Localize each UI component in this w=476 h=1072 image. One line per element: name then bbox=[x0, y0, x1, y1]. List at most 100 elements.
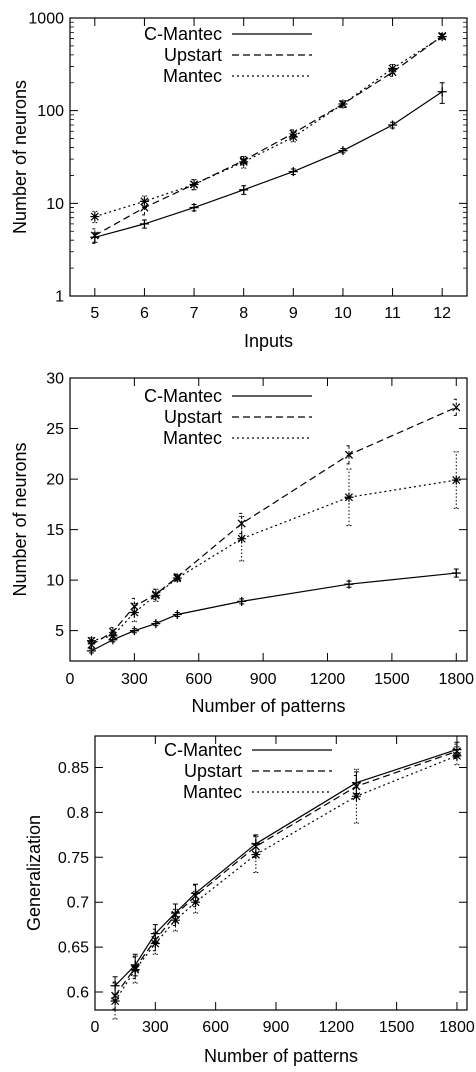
y-axis-label: Generalization bbox=[24, 815, 44, 931]
x-axis-label: Number of patterns bbox=[204, 1046, 358, 1066]
data-point bbox=[150, 939, 160, 949]
x-tick-label: 1500 bbox=[379, 1019, 415, 1036]
data-point bbox=[338, 146, 348, 156]
data-point bbox=[110, 996, 120, 1006]
data-point bbox=[344, 450, 354, 459]
x-tick-label: 1500 bbox=[374, 671, 410, 688]
data-point bbox=[130, 965, 140, 975]
y-tick-label: 0.65 bbox=[58, 940, 89, 957]
data-point bbox=[388, 64, 398, 74]
series-line bbox=[94, 36, 443, 218]
series-line bbox=[91, 479, 457, 642]
series-line bbox=[114, 748, 458, 987]
x-tick-label: 900 bbox=[263, 1019, 290, 1036]
series-upstart bbox=[111, 743, 462, 1010]
error-bar bbox=[153, 588, 159, 602]
data-point bbox=[90, 231, 99, 240]
plot-frame bbox=[69, 17, 468, 297]
data-point bbox=[288, 132, 298, 142]
data-point bbox=[437, 32, 447, 42]
series-upstart bbox=[87, 398, 461, 649]
series-line bbox=[91, 572, 457, 652]
chart-neurons-vs-inputs: 1 10 100 1000 5 6 7 8 9 10 11 12 Inputs Number of neu… bbox=[10, 11, 468, 351]
error-bar bbox=[131, 602, 137, 623]
data-point bbox=[344, 492, 354, 502]
series-c-mantec bbox=[110, 741, 462, 996]
error-bar bbox=[346, 445, 352, 465]
x-tick-label: 300 bbox=[142, 1019, 169, 1036]
data-point bbox=[129, 607, 139, 617]
series-mantec bbox=[110, 746, 462, 1020]
data-point bbox=[140, 203, 149, 212]
y-axis-label: Number of neurons bbox=[10, 442, 30, 596]
legend-label: C-Mantec bbox=[164, 740, 242, 760]
series-c-mantec bbox=[90, 82, 447, 243]
x-axis-label: Inputs bbox=[244, 331, 293, 351]
data-point bbox=[172, 573, 182, 583]
data-point bbox=[189, 179, 199, 189]
data-point bbox=[90, 212, 100, 222]
x-tick-label: 300 bbox=[121, 671, 148, 688]
y-tick-label: 0.85 bbox=[58, 760, 89, 777]
data-point bbox=[239, 157, 249, 167]
x-tick-label: 10 bbox=[334, 305, 352, 322]
y-tick-label: 0.8 bbox=[67, 805, 89, 822]
x-tick-label: 600 bbox=[202, 1019, 229, 1036]
x-tick-label: 11 bbox=[384, 305, 401, 322]
legend-label: Upstart bbox=[164, 407, 222, 427]
series-line bbox=[91, 406, 457, 646]
data-point bbox=[151, 590, 161, 600]
data-point bbox=[288, 167, 298, 177]
legend-label: Mantec bbox=[163, 66, 222, 86]
series-mantec bbox=[86, 451, 461, 646]
error-bar bbox=[454, 746, 460, 766]
x-tick-label: 8 bbox=[239, 305, 248, 322]
data-point bbox=[86, 636, 96, 646]
series-line bbox=[94, 35, 443, 236]
x-tick-label: 9 bbox=[289, 305, 298, 322]
y-tick-label: 0.7 bbox=[67, 895, 89, 912]
y-tick-label: 100 bbox=[37, 103, 64, 120]
data-point bbox=[251, 842, 260, 851]
error-bar bbox=[353, 768, 359, 824]
y-tick-label: 15 bbox=[46, 522, 64, 539]
data-point bbox=[451, 568, 461, 578]
error-bar bbox=[453, 398, 459, 416]
data-point bbox=[452, 751, 462, 761]
y-tick-label: 25 bbox=[46, 421, 64, 438]
legend-label: Mantec bbox=[163, 428, 222, 448]
data-point bbox=[338, 99, 348, 109]
y-tick-label: 0.6 bbox=[67, 985, 89, 1002]
y-tick-label: 30 bbox=[46, 371, 64, 388]
y-tick-label: 1 bbox=[55, 289, 64, 306]
data-point bbox=[189, 203, 199, 213]
y-axis-label: Number of neurons bbox=[10, 80, 30, 234]
x-axis-label: Number of patterns bbox=[191, 696, 345, 716]
data-point bbox=[237, 596, 247, 606]
data-point bbox=[129, 626, 139, 636]
data-point bbox=[437, 87, 447, 97]
series-c-mantec bbox=[86, 568, 461, 656]
legend-label: Upstart bbox=[164, 45, 222, 65]
x-tick-label: 1800 bbox=[439, 1019, 475, 1036]
data-point bbox=[239, 185, 249, 195]
error-bar bbox=[141, 195, 147, 209]
y-tick-label: 20 bbox=[46, 472, 64, 489]
x-tick-label: 1200 bbox=[319, 1019, 355, 1036]
data-point bbox=[352, 782, 361, 791]
x-tick-label: 1800 bbox=[438, 671, 474, 688]
data-point bbox=[237, 519, 246, 528]
x-tick-label: 900 bbox=[250, 671, 277, 688]
data-point bbox=[351, 791, 361, 801]
data-point bbox=[451, 475, 461, 485]
data-point bbox=[108, 631, 118, 641]
data-point bbox=[172, 610, 182, 620]
data-point bbox=[151, 619, 161, 629]
series-line bbox=[114, 755, 458, 1002]
legend-label: Mantec bbox=[183, 782, 242, 802]
x-tick-label: 0 bbox=[91, 1019, 100, 1036]
plot-frame bbox=[69, 377, 468, 662]
legend-label: Upstart bbox=[184, 761, 242, 781]
data-point bbox=[251, 850, 261, 860]
